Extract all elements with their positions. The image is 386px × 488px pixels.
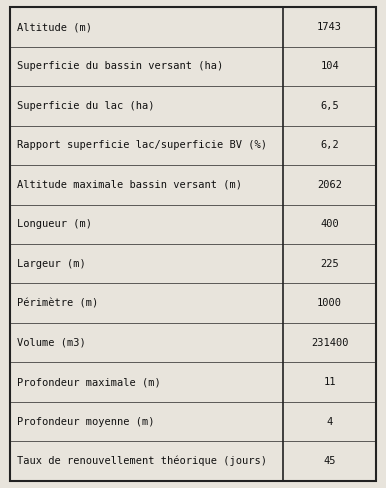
Text: 1000: 1000 (317, 298, 342, 308)
Text: Rapport superficie lac/superficie BV (%): Rapport superficie lac/superficie BV (%) (17, 141, 267, 150)
Text: Volume (m3): Volume (m3) (17, 338, 85, 347)
Text: Profondeur moyenne (m): Profondeur moyenne (m) (17, 417, 154, 427)
Text: Largeur (m): Largeur (m) (17, 259, 85, 269)
Text: 400: 400 (320, 219, 339, 229)
Text: Superficie du bassin versant (ha): Superficie du bassin versant (ha) (17, 61, 223, 71)
Text: 2062: 2062 (317, 180, 342, 190)
Text: 6,2: 6,2 (320, 141, 339, 150)
Text: 225: 225 (320, 259, 339, 269)
Text: 11: 11 (323, 377, 336, 387)
Text: Longueur (m): Longueur (m) (17, 219, 91, 229)
Text: Profondeur maximale (m): Profondeur maximale (m) (17, 377, 160, 387)
Text: 4: 4 (327, 417, 333, 427)
Text: Superficie du lac (ha): Superficie du lac (ha) (17, 101, 154, 111)
Text: Altitude (m): Altitude (m) (17, 22, 91, 32)
Text: Altitude maximale bassin versant (m): Altitude maximale bassin versant (m) (17, 180, 242, 190)
Text: Taux de renouvellement théorique (jours): Taux de renouvellement théorique (jours) (17, 456, 267, 466)
Text: 1743: 1743 (317, 22, 342, 32)
Text: Périmètre (m): Périmètre (m) (17, 298, 98, 308)
Text: 45: 45 (323, 456, 336, 466)
Text: 6,5: 6,5 (320, 101, 339, 111)
Text: 104: 104 (320, 61, 339, 71)
Text: 231400: 231400 (311, 338, 348, 347)
